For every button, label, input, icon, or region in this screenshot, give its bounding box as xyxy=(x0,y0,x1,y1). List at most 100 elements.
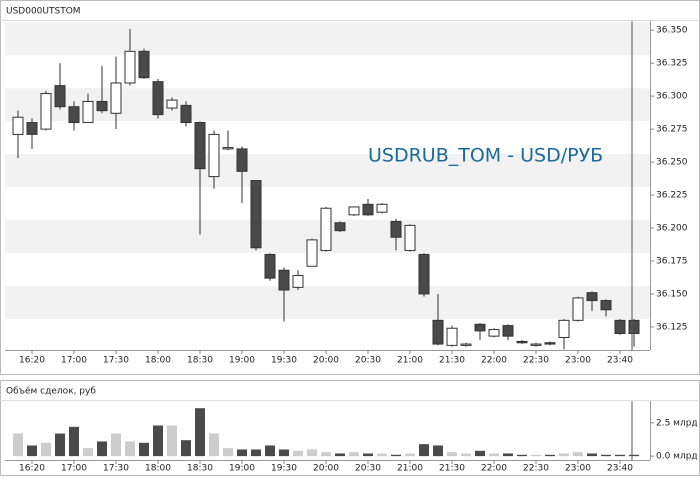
x-tick-label: 17:00 xyxy=(61,464,87,474)
candle-body xyxy=(152,81,164,116)
y-tick-label: 36.275 xyxy=(656,125,688,135)
x-tick-label: 17:30 xyxy=(103,464,129,474)
volume-bar xyxy=(475,450,485,457)
annotation: USDRUB_TOM - USD/РУБ xyxy=(368,145,603,167)
candle-body xyxy=(40,93,52,130)
y-tick-label: 36.250 xyxy=(656,158,688,168)
y-tick-label: 36.225 xyxy=(656,191,688,201)
volume-bar xyxy=(83,448,93,457)
volume-bar xyxy=(573,452,583,457)
candle-body xyxy=(278,269,290,291)
volume-bar xyxy=(335,453,345,457)
volume-bar xyxy=(363,453,373,457)
x-tick-label: 16:20 xyxy=(19,356,45,366)
x-tick-label: 19:30 xyxy=(271,356,297,366)
volume-bar xyxy=(111,433,121,457)
volume-bar xyxy=(587,453,597,457)
x-tick-label: 21:30 xyxy=(439,356,465,366)
candle-body xyxy=(54,85,66,108)
y-tick-label: 36.300 xyxy=(656,92,688,102)
y-tick-label: 36.325 xyxy=(656,59,688,69)
x-tick-label: 22:30 xyxy=(523,464,549,474)
candle-body xyxy=(432,319,444,345)
volume-bar xyxy=(223,448,233,457)
volume-bar xyxy=(321,452,331,457)
candle-body xyxy=(404,224,416,251)
volume-bar xyxy=(405,453,415,457)
candle-body xyxy=(502,325,514,337)
candle-body xyxy=(68,106,80,124)
y-tick-label: 36.200 xyxy=(656,224,688,234)
volume-bar xyxy=(97,441,107,457)
candle-body xyxy=(544,342,556,345)
candle-body xyxy=(348,206,360,216)
x-tick-label: 22:30 xyxy=(523,356,549,366)
volume-bar xyxy=(419,444,429,457)
x-tick-label: 21:00 xyxy=(397,356,423,366)
volume-bar xyxy=(69,426,79,457)
candle-body xyxy=(460,343,472,346)
candle-body xyxy=(208,133,220,178)
volume-bar xyxy=(307,449,317,457)
volume-bar xyxy=(125,441,135,457)
volume-bar xyxy=(433,445,443,457)
x-tick-label: 18:30 xyxy=(187,356,213,366)
candle-body xyxy=(264,253,276,279)
candle-body xyxy=(628,319,640,335)
x-tick-label: 18:00 xyxy=(145,356,171,366)
volume-bar xyxy=(265,445,275,457)
x-tick-label: 20:30 xyxy=(355,464,381,474)
candle-body xyxy=(180,104,192,124)
volume-bar xyxy=(503,453,513,457)
candle-body xyxy=(334,222,346,232)
candle-body xyxy=(474,323,486,332)
candle-body xyxy=(194,122,206,170)
x-tick-label: 23:40 xyxy=(607,464,633,474)
volume-bar xyxy=(139,442,149,457)
x-tick-label: 20:30 xyxy=(355,356,381,366)
candle-body xyxy=(488,329,500,337)
volume-bar xyxy=(349,452,359,457)
x-tick-label: 22:00 xyxy=(481,464,507,474)
candle-body xyxy=(96,100,108,112)
x-tick-label: 19:00 xyxy=(229,464,255,474)
candle-body xyxy=(124,50,136,84)
x-tick-label: 18:00 xyxy=(145,464,171,474)
candle-body xyxy=(600,300,612,311)
y-tick-label: 36.125 xyxy=(656,322,688,332)
x-tick-label: 17:00 xyxy=(61,356,87,366)
volume-bar xyxy=(41,442,51,457)
candle-body xyxy=(586,292,598,302)
volume-bar xyxy=(55,433,65,457)
y-tick-label: 2.5 млрд xyxy=(656,418,698,428)
volume-bar xyxy=(153,425,163,457)
volume-bar xyxy=(377,453,387,457)
volume-bar xyxy=(251,449,261,457)
x-tick-label: 16:20 xyxy=(19,464,45,474)
candle-body xyxy=(376,203,388,213)
x-tick-label: 20:00 xyxy=(313,464,339,474)
chart-title: USD000UTSTOM xyxy=(6,7,81,17)
grid-band xyxy=(5,285,650,319)
volume-bar xyxy=(237,449,247,457)
candle-body xyxy=(236,148,248,172)
volume-bar xyxy=(601,454,611,457)
candle-body xyxy=(222,147,234,150)
x-tick-label: 21:30 xyxy=(439,464,465,474)
candle-body xyxy=(12,116,24,135)
x-tick-label: 18:30 xyxy=(187,464,213,474)
x-tick-label: 22:00 xyxy=(481,356,507,366)
volume-bar xyxy=(531,454,541,457)
candle-body xyxy=(292,274,304,288)
x-tick-label: 19:30 xyxy=(271,464,297,474)
x-tick-label: 19:00 xyxy=(229,356,255,366)
volume-bar xyxy=(195,408,205,457)
volume-bar xyxy=(167,425,177,457)
candle-body xyxy=(530,343,542,346)
volume-bar xyxy=(293,450,303,457)
grid-band xyxy=(5,154,650,188)
x-tick-label: 23:00 xyxy=(565,464,591,474)
candle-body xyxy=(110,82,122,114)
y-tick-label: 36.150 xyxy=(656,289,688,299)
candle-body xyxy=(572,297,584,321)
